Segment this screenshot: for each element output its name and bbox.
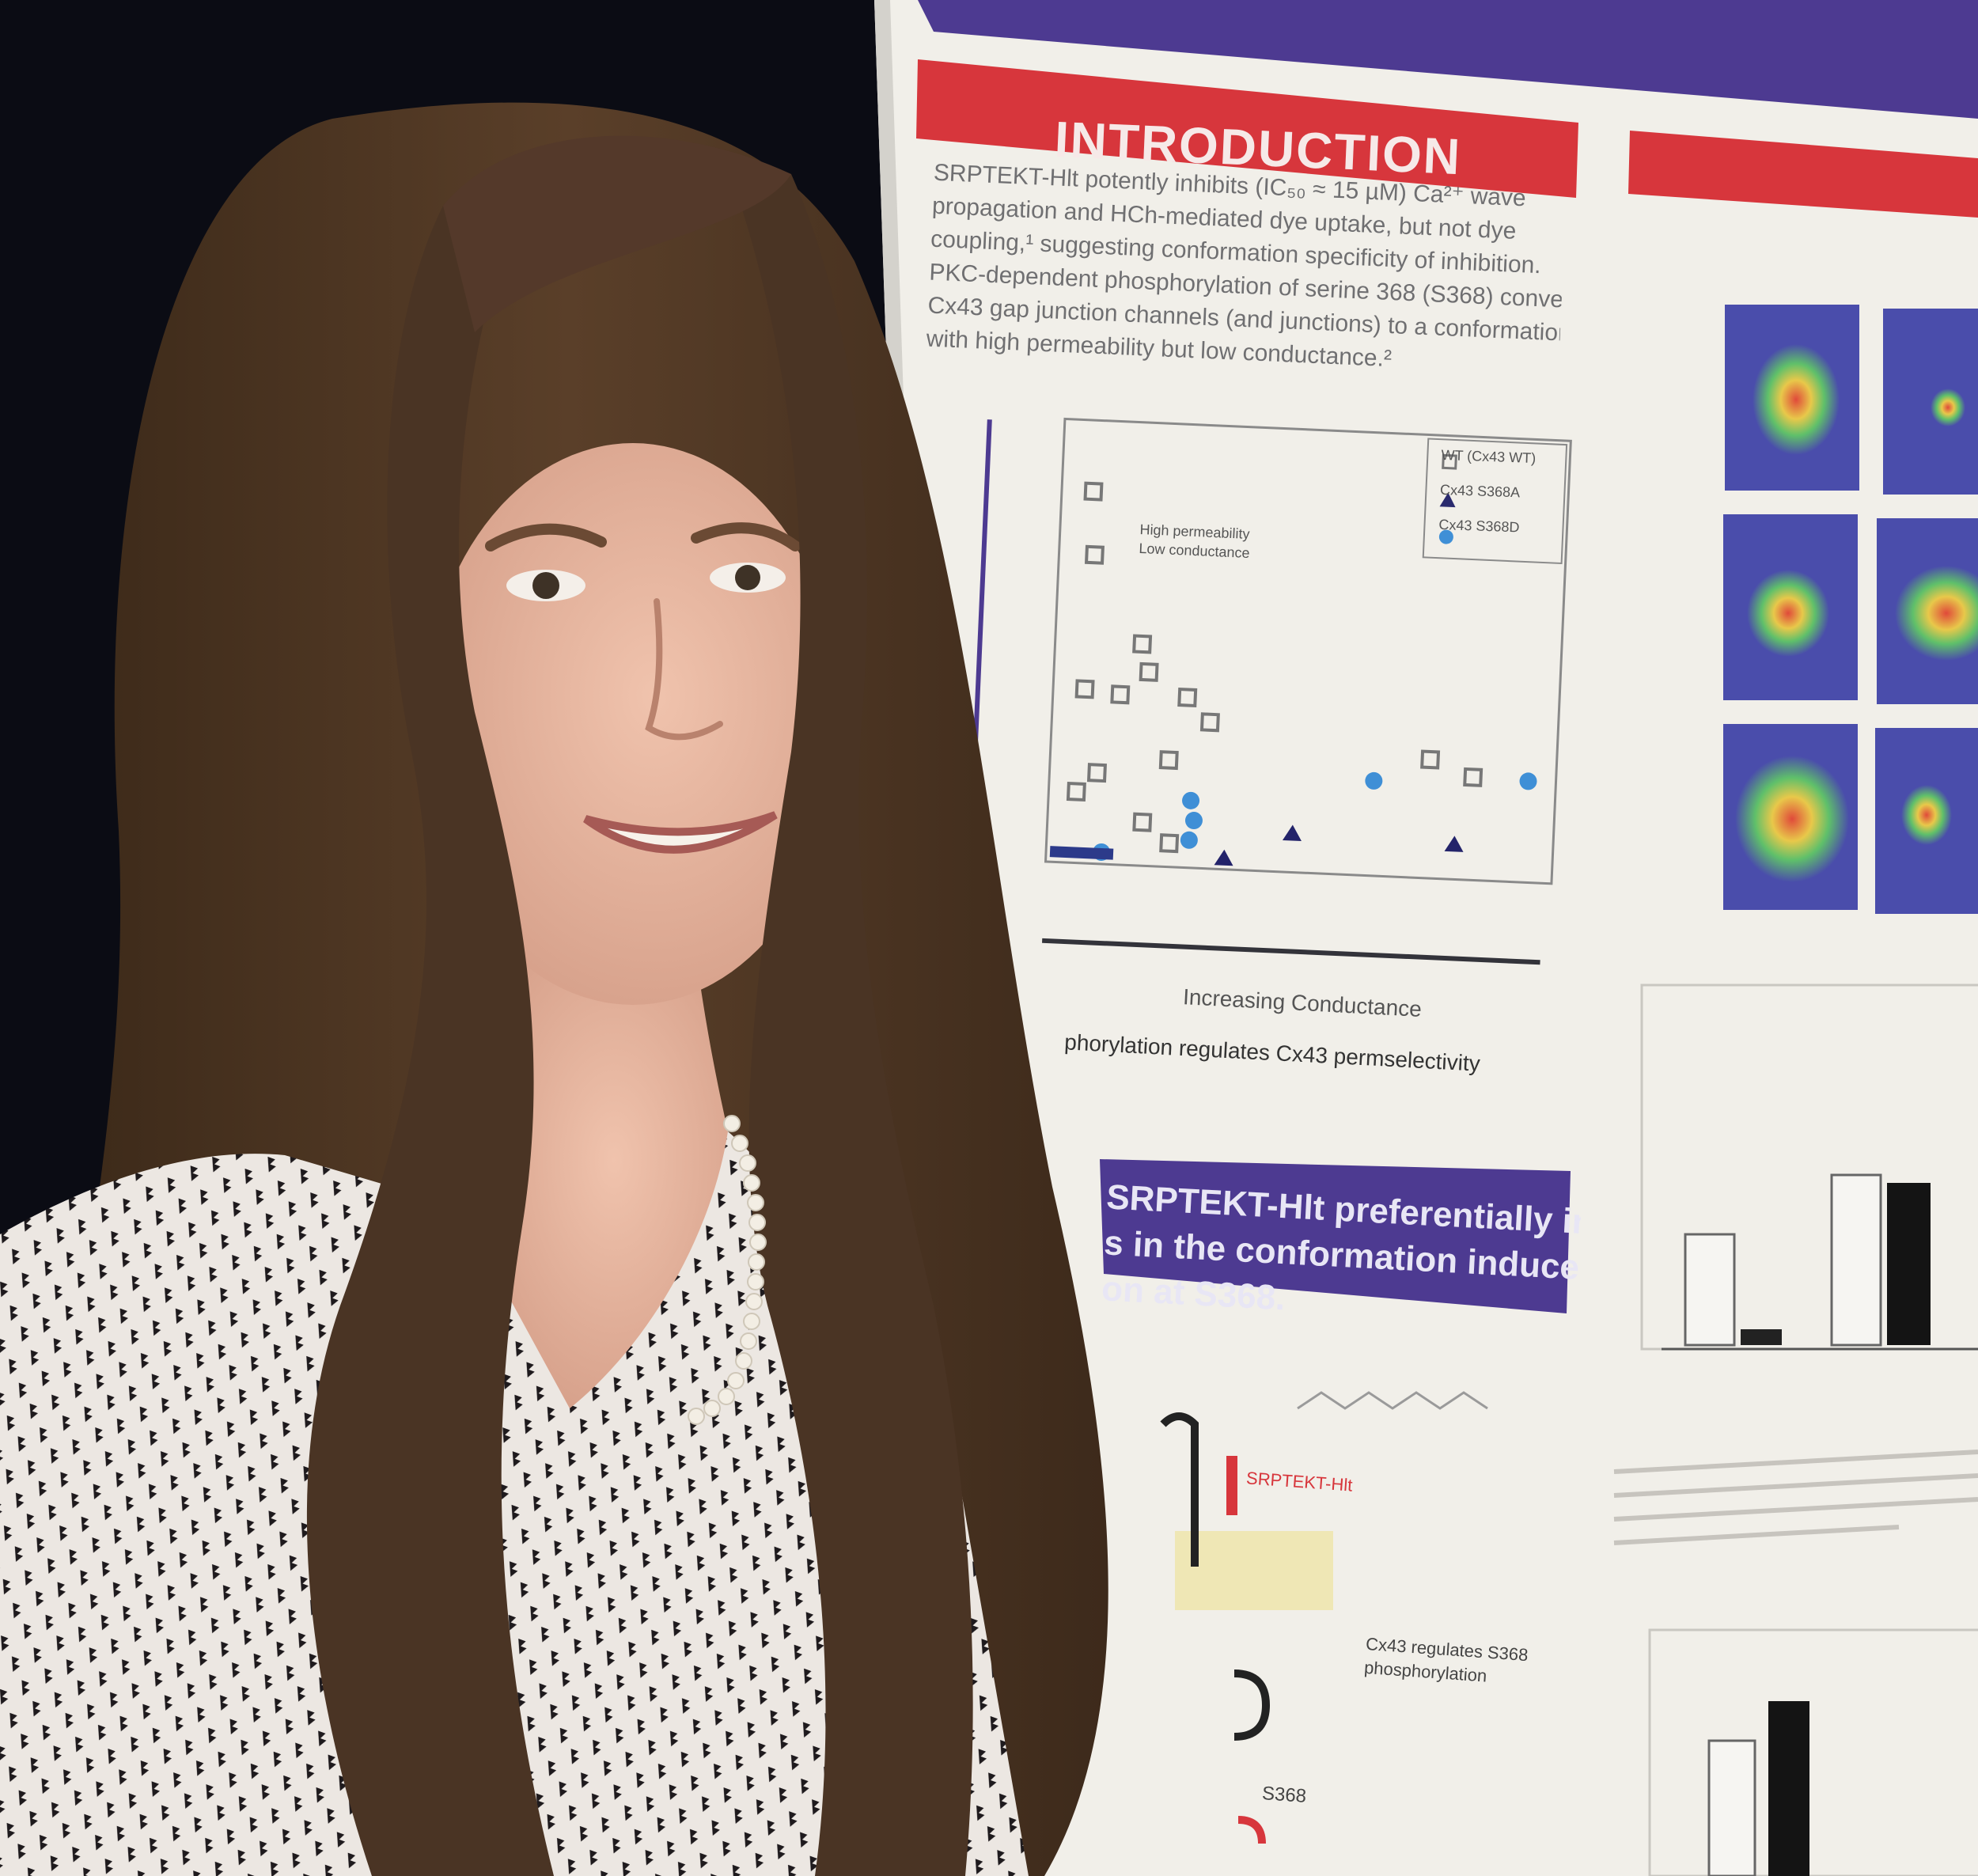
data-point bbox=[1282, 824, 1302, 841]
data-point bbox=[1420, 749, 1441, 770]
loop-shape bbox=[1233, 1669, 1271, 1741]
introduction-body: SRPTEKT-Hlt potently inhibits (IC₅₀ ≈ 15… bbox=[926, 157, 1567, 384]
data-point bbox=[1139, 661, 1159, 682]
bar bbox=[1768, 1701, 1809, 1876]
legend-box bbox=[1422, 438, 1568, 565]
loop-shape bbox=[1237, 1816, 1266, 1844]
heatmap-spot bbox=[1901, 785, 1952, 845]
hair-front-right bbox=[736, 174, 973, 1876]
bar bbox=[1707, 1739, 1756, 1876]
data-point bbox=[1158, 750, 1179, 771]
data-point bbox=[1086, 763, 1107, 783]
data-point bbox=[1132, 812, 1153, 832]
data-point bbox=[1463, 767, 1484, 787]
heatmap-spot bbox=[1747, 570, 1829, 657]
highlight-band bbox=[1175, 1531, 1333, 1610]
bar bbox=[1830, 1173, 1882, 1347]
bar bbox=[1741, 1329, 1782, 1345]
data-point bbox=[1177, 688, 1198, 708]
lower-diagram bbox=[1160, 1391, 1488, 1844]
scatter-points bbox=[1066, 481, 1484, 854]
data-point bbox=[1132, 634, 1153, 654]
introduction-banner bbox=[916, 59, 1578, 198]
data-point bbox=[1083, 481, 1104, 502]
hair-top bbox=[443, 135, 791, 332]
site-label: S368 bbox=[1261, 1783, 1307, 1807]
neck bbox=[475, 957, 728, 1408]
legend-entry: Cx43 S368D bbox=[1438, 516, 1520, 536]
data-point bbox=[1519, 772, 1537, 790]
right-column-banner bbox=[1628, 131, 1978, 218]
scatter-legend: WT (Cx43 WT) Cx43 S368A Cx43 S368D bbox=[1438, 438, 1537, 545]
scatter-annotation: High permeability Low conductance bbox=[1139, 521, 1250, 562]
legend-entry: WT (Cx43 WT) bbox=[1441, 446, 1537, 467]
scatter-points-navy bbox=[1049, 824, 1464, 866]
data-point bbox=[1180, 831, 1198, 849]
legend-marker-triangle bbox=[1439, 492, 1456, 508]
data-point bbox=[1214, 849, 1233, 866]
data-point bbox=[1184, 812, 1203, 830]
right-iris bbox=[735, 565, 760, 590]
data-point bbox=[1159, 833, 1180, 854]
bar-chart-lower bbox=[1648, 1628, 1978, 1876]
left-eyebrow bbox=[485, 523, 607, 551]
poster-sheet bbox=[874, 0, 1978, 1876]
baseline-cluster bbox=[1049, 846, 1114, 860]
purple-section-heading: SRPTEKT-Hlt preferentially inhibits s in… bbox=[1101, 1174, 1582, 1336]
heatmap-grid bbox=[1723, 305, 1978, 914]
data-point bbox=[1110, 684, 1131, 705]
x-axis-arrow bbox=[1042, 938, 1540, 965]
smile bbox=[583, 811, 778, 854]
legend-marker-square bbox=[1442, 453, 1457, 470]
caption-lines bbox=[1613, 1450, 1978, 1545]
plot-frame bbox=[1044, 417, 1572, 885]
heatmap-spot bbox=[1895, 566, 1978, 661]
left-iris bbox=[532, 572, 559, 599]
data-point bbox=[1444, 836, 1464, 852]
data-point bbox=[1084, 544, 1105, 565]
purple-heading-bar bbox=[1100, 1159, 1571, 1313]
right-eyebrow bbox=[691, 522, 801, 551]
pearl-necklace bbox=[688, 1115, 767, 1425]
chemical-structure bbox=[1297, 1391, 1488, 1410]
bar bbox=[1887, 1183, 1931, 1345]
bar bbox=[1684, 1233, 1736, 1347]
data-point bbox=[1365, 771, 1383, 790]
legend-marker-circle bbox=[1438, 529, 1453, 544]
data-point bbox=[1074, 679, 1095, 699]
title-bar bbox=[918, 0, 1978, 119]
data-point bbox=[1066, 782, 1086, 802]
data-point bbox=[1199, 712, 1220, 733]
hair-front-left bbox=[306, 198, 554, 1876]
red-marker-bar bbox=[1226, 1456, 1237, 1515]
loop-shape bbox=[1160, 1412, 1199, 1567]
bar-chart-upper bbox=[1640, 983, 1978, 1351]
data-point bbox=[1182, 791, 1200, 809]
heatmap-spot bbox=[1753, 344, 1840, 455]
chart-frame bbox=[1648, 1628, 1978, 1876]
heatmap-spot bbox=[1931, 388, 1965, 426]
heatmap-spot bbox=[1735, 756, 1849, 882]
nose bbox=[645, 598, 723, 741]
legend-entry: Cx43 S368A bbox=[1439, 481, 1521, 501]
